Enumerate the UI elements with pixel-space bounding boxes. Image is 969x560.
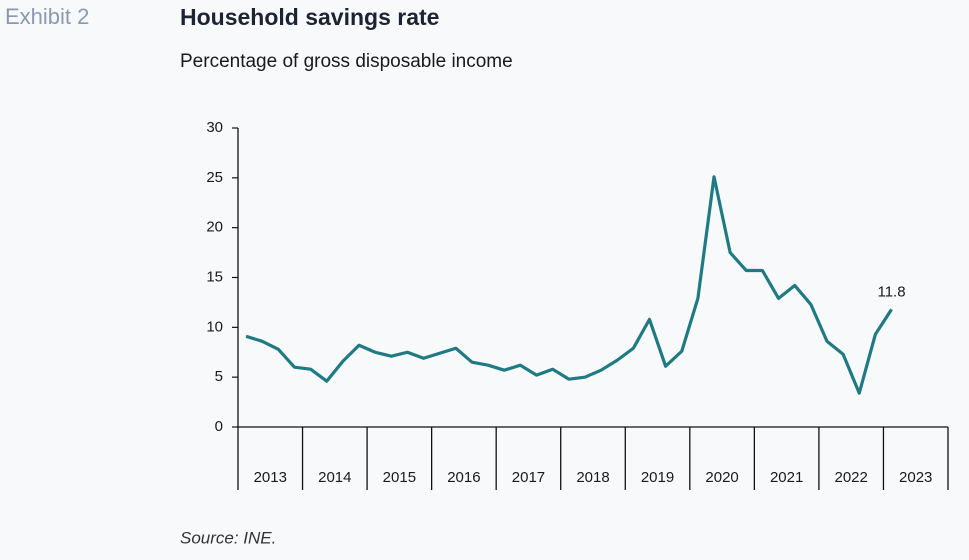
- x-tick-label: 2022: [834, 469, 867, 486]
- x-tick-label: 2020: [705, 469, 738, 486]
- y-tick-label: 10: [206, 318, 223, 335]
- x-tick-label: 2014: [318, 469, 351, 486]
- y-tick-label: 25: [206, 169, 223, 186]
- y-tick-label: 15: [206, 268, 223, 285]
- y-tick-label: 20: [206, 219, 223, 236]
- x-tick-label: 2021: [770, 469, 803, 486]
- x-tick-label: 2017: [512, 469, 545, 486]
- x-tick-label: 2015: [383, 469, 416, 486]
- series-line: [245, 175, 893, 395]
- chart-subtitle: Percentage of gross disposable income: [180, 51, 513, 72]
- x-tick-label: 2019: [641, 469, 674, 486]
- y-tick-label: 30: [206, 119, 223, 136]
- y-tick-label: 5: [215, 368, 223, 385]
- x-tick-label: 2016: [447, 469, 480, 486]
- y-tick-label: 0: [215, 418, 223, 435]
- x-tick-label: 2018: [576, 469, 609, 486]
- chart-title: Household savings rate: [180, 4, 439, 30]
- exhibit-label: Exhibit 2: [5, 4, 89, 29]
- x-tick-label: 2023: [899, 469, 932, 486]
- data-label: 11.8: [877, 283, 905, 300]
- x-tick-label: 2013: [254, 469, 287, 486]
- source-note: Source: INE.: [180, 528, 276, 547]
